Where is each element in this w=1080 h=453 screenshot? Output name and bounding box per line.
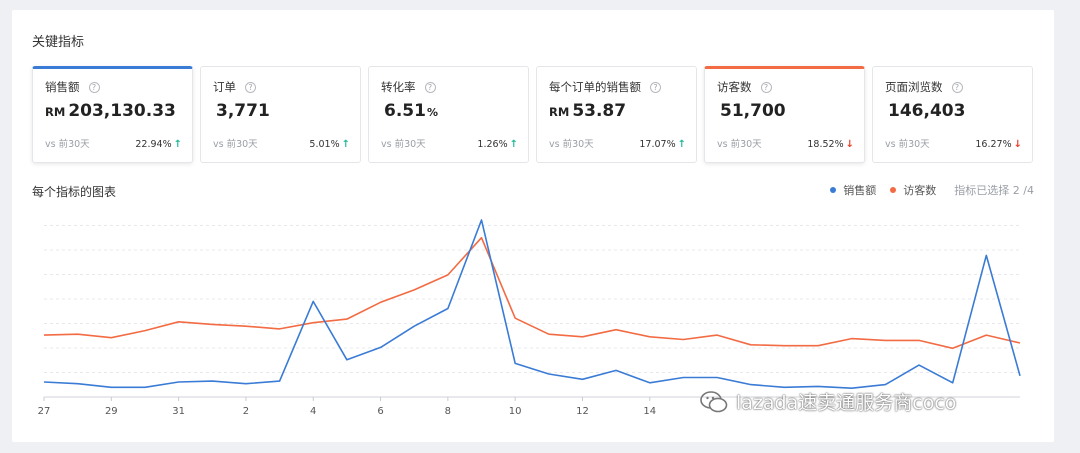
section-title: 关键指标 [32,35,85,50]
x-tick-label: 6 [377,406,383,417]
x-axis-ticks: 27 29 31 2 4 6 8 10 12 14 [38,397,656,417]
x-tick-label: 29 [105,406,118,417]
kpi-compare: vs 前30天 [381,139,426,150]
kpi-label: 页面浏览数? [885,79,963,95]
help-icon[interactable]: ? [760,81,772,93]
kpi-label: 每个订单的销售额? [549,79,661,95]
kpi-value: 3,771 [216,101,270,121]
kpi-compare: vs 前30天 [885,139,930,150]
kpi-label: 销售额? [45,79,100,95]
trend-arrow-icon: ↑ [509,139,518,150]
watermark: lazada速卖通服务商coco [700,388,956,415]
trend-arrow-icon: ↑ [341,139,350,150]
help-icon[interactable]: ? [951,81,963,93]
kpi-compare: vs 前30天 [717,139,762,150]
x-tick-label: 4 [310,406,316,417]
x-tick-label: 2 [243,406,249,417]
kpi-cards: 销售额? RM 203,130.33 vs 前30天 22.94% ↑ 订单? 3,… [32,66,1034,163]
kpi-label: 订单? [213,79,256,95]
trend-arrow-icon: ↑ [677,139,686,150]
trend-arrow-icon: ↓ [1013,139,1022,150]
chart-title: 每个指标的图表 [32,185,117,199]
metrics-selected-count: 指标已选择 2 /4 [954,184,1034,197]
kpi-change: 5.01% ↑ [309,139,350,150]
help-icon[interactable]: ? [424,81,436,93]
key-metrics-panel: 关键指标 销售额? RM 203,130.33 vs 前30天 22.94% ↑ 订… [12,10,1054,442]
kpi-change: 22.94% ↑ [135,139,182,150]
chart-legend: 销售额 访客数 指标已选择 2 /4 [816,182,1034,198]
kpi-label: 访客数? [717,79,772,95]
kpi-change: 1.26% ↑ [477,139,518,150]
kpi-change: 17.07% ↑ [639,139,686,150]
help-icon[interactable]: ? [88,81,100,93]
help-icon[interactable]: ? [650,81,661,93]
kpi-value: 6.51% [384,101,438,121]
legend-item-sales[interactable]: 销售额 [830,182,876,198]
kpi-value: RM 53.87 [549,101,627,121]
x-tick-label: 8 [445,406,451,417]
x-tick-label: 31 [172,406,185,417]
kpi-card-conversion-rate[interactable]: 转化率? 6.51% vs 前30天 1.26% ↑ [368,66,529,163]
x-tick-label: 27 [38,406,51,417]
kpi-card-visitors[interactable]: 访客数? 51,700 vs 前30天 18.52% ↓ [704,66,865,163]
kpi-compare: vs 前30天 [213,139,258,150]
trend-arrow-icon: ↑ [173,139,182,150]
legend-item-visitors[interactable]: 访客数 [890,182,936,198]
help-icon[interactable]: ? [245,81,256,93]
kpi-value: 51,700 [720,101,786,121]
kpi-value: RM 203,130.33 [45,101,176,121]
kpi-compare: vs 前30天 [549,139,594,150]
legend-dot-icon [890,187,897,193]
kpi-label: 转化率? [381,79,436,95]
kpi-change: 18.52% ↓ [807,139,854,150]
chart-grid [44,225,1020,398]
kpi-change: 16.27% ↓ [975,139,1022,150]
series-line-visitors [43,236,1021,350]
legend-dot-icon [830,187,837,193]
kpi-card-orders[interactable]: 订单? 3,771 vs 前30天 5.01% ↑ [200,66,361,163]
x-tick-label: 10 [509,406,522,417]
kpi-card-sales[interactable]: 销售额? RM 203,130.33 vs 前30天 22.94% ↑ [32,66,193,163]
series-line-sales [43,219,1021,389]
x-tick-label: 14 [643,406,656,417]
chart-series [43,219,1021,389]
trend-arrow-icon: ↓ [845,139,854,150]
kpi-value: 146,403 [888,101,966,121]
kpi-card-sales-per-order[interactable]: 每个订单的销售额? RM 53.87 vs 前30天 17.07% ↑ [536,66,697,163]
kpi-compare: vs 前30天 [45,139,90,150]
line-chart: 27 29 31 2 4 6 8 10 12 14 [38,219,1021,417]
wechat-icon [700,390,728,412]
kpi-card-page-views[interactable]: 页面浏览数? 146,403 vs 前30天 16.27% ↓ [872,66,1033,163]
x-tick-label: 12 [576,406,589,417]
